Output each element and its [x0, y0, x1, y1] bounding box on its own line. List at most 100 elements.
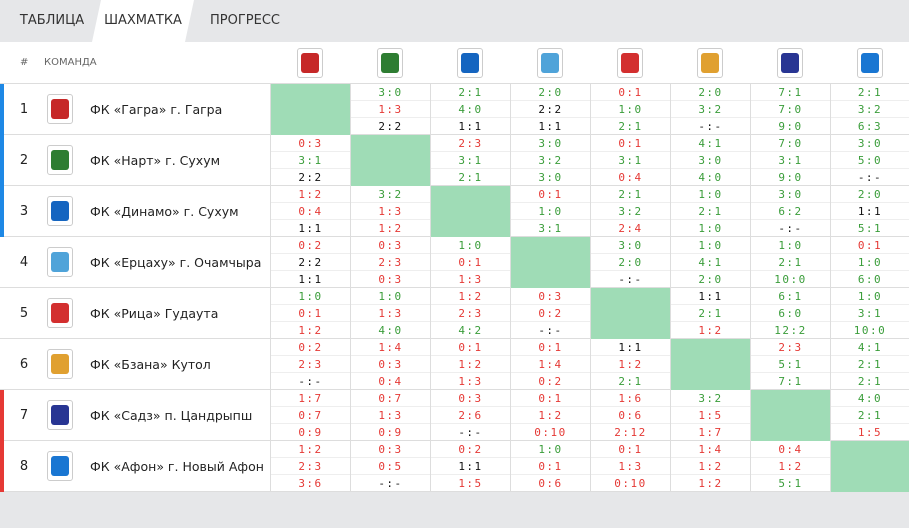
score: 0:9 — [378, 426, 403, 439]
score: 0:1 — [511, 458, 590, 475]
score: 0:1 — [591, 84, 670, 101]
team-logo — [47, 94, 73, 124]
team-name[interactable]: ФК «Афон» г. Новый Афон — [90, 459, 264, 474]
rank-header: # — [20, 57, 29, 68]
result-cell: 1:1 2:1 1:2 — [670, 288, 750, 339]
score: 3:2 — [671, 101, 750, 118]
score: 0:1 — [591, 441, 670, 458]
score: 0:4 — [618, 171, 643, 184]
logo-emblem — [701, 53, 719, 73]
logo-emblem — [51, 201, 69, 221]
score: 6:2 — [751, 203, 830, 220]
score: 2:2 — [511, 101, 590, 118]
score: 2:0 — [831, 186, 909, 203]
score: 3:1 — [431, 152, 510, 169]
diagonal-cell — [590, 288, 670, 339]
score: 3:0 — [671, 152, 750, 169]
score: 2:1 — [591, 186, 670, 203]
team-name[interactable]: ФК «Ерцаху» г. Очамчыра — [90, 255, 262, 270]
score: 6:1 — [751, 288, 830, 305]
tab-bar: ТАБЛИЦА ШАХМАТКА ПРОГРЕСС — [0, 0, 909, 42]
score: 1:1 — [458, 120, 483, 133]
score: 1:0 — [671, 237, 750, 254]
zone-stripe — [0, 135, 4, 186]
team-name[interactable]: ФК «Рица» Гудаута — [90, 306, 219, 321]
score: 1:3 — [351, 101, 430, 118]
result-cell: 0:1 1:2 0:10 — [510, 390, 590, 441]
score: 10:0 — [774, 273, 807, 286]
result-cell: 0:1 3:1 0:4 — [590, 135, 670, 186]
tab[interactable]: ПРОГРЕСС — [210, 13, 280, 28]
score: 2:1 — [751, 254, 830, 271]
score: 1:2 — [591, 356, 670, 373]
result-cell: 1:4 1:2 1:2 — [670, 441, 750, 492]
team-logo — [47, 196, 73, 226]
zone-stripe — [0, 390, 4, 441]
score: 0:10 — [614, 477, 647, 490]
score: 9:0 — [778, 171, 803, 184]
result-cell: 1:4 0:3 0:4 — [350, 339, 430, 390]
result-cell: 2:1 4:0 1:1 — [430, 84, 510, 135]
result-cell: 6:1 6:0 12:2 — [750, 288, 830, 339]
logo-emblem — [51, 99, 69, 119]
score: 3:2 — [831, 101, 909, 118]
team-name[interactable]: ФК «Гагра» г. Гагра — [90, 102, 223, 117]
score: 1:6 — [591, 390, 670, 407]
score: 3:2 — [591, 203, 670, 220]
result-cell: 2:0 1:1 5:1 — [830, 186, 909, 237]
team-logo — [377, 48, 403, 78]
score: 1:5 — [857, 426, 883, 439]
team-name[interactable]: ФК «Бзана» Кутол — [90, 357, 211, 372]
result-cell: 4:1 3:0 4:0 — [670, 135, 750, 186]
score: 1:4 — [671, 441, 750, 458]
tab[interactable]: ТАБЛИЦА — [19, 13, 85, 28]
rank: 2 — [19, 153, 29, 168]
score: 0:3 — [351, 441, 430, 458]
score: 0:3 — [351, 356, 430, 373]
score: 2:1 — [431, 84, 510, 101]
diagonal-cell — [670, 339, 750, 390]
team-name[interactable]: ФК «Динамо» г. Сухум — [90, 204, 239, 219]
result-cell: 1:6 0:6 2:12 — [590, 390, 670, 441]
team-name[interactable]: ФК «Нарт» г. Сухум — [90, 153, 221, 168]
header-row: # КОМАНДА — [0, 42, 909, 84]
result-cell: 1:7 0:7 0:9 — [270, 390, 350, 441]
diagonal-cell — [510, 237, 590, 288]
score: 2:0 — [671, 84, 750, 101]
score: 1:1 — [298, 222, 323, 235]
score: 1:0 — [431, 237, 510, 254]
score: 7:0 — [751, 101, 830, 118]
rank: 6 — [19, 357, 29, 372]
score: 3:2 — [671, 390, 750, 407]
score: 2:1 — [671, 305, 750, 322]
score: -:- — [778, 222, 803, 235]
team-row: 2 ФК «Нарт» г. Сухум 0:3 3:1 2:2 2:3 3:1 2:1 3:0… — [0, 135, 909, 186]
score: 12:2 — [774, 324, 807, 337]
team-logo — [47, 145, 73, 175]
result-cell: 2:1 3:2 6:3 — [830, 84, 909, 135]
result-cell: 0:3 0:5 -:- — [350, 441, 430, 492]
score: -:- — [618, 273, 643, 286]
diagonal-cell — [830, 441, 909, 492]
score: 7:0 — [751, 135, 830, 152]
score: 9:0 — [778, 120, 803, 133]
score: 2:1 — [458, 171, 483, 184]
score: 1:2 — [671, 458, 750, 475]
team-logo — [47, 247, 73, 277]
team-name[interactable]: ФК «Садз» п. Цандрыпш — [90, 408, 253, 423]
score: 1:2 — [298, 324, 323, 337]
logo-emblem — [861, 53, 879, 73]
score: 3:0 — [591, 237, 670, 254]
score: 1:0 — [751, 237, 830, 254]
team-row: 1 ФК «Гагра» г. Гагра 3:0 1:3 2:2 2:1 4:0 1:1 2:… — [0, 84, 909, 135]
result-cell: 1:2 2:3 4:2 — [430, 288, 510, 339]
score: 1:0 — [671, 186, 750, 203]
score: 1:0 — [511, 203, 590, 220]
score: 0:6 — [591, 407, 670, 424]
score: 1:4 — [351, 339, 430, 356]
rank: 8 — [19, 459, 29, 474]
score: 1:2 — [378, 222, 403, 235]
score: 1:0 — [271, 288, 350, 305]
score: 2:2 — [298, 171, 323, 184]
tab[interactable]: ШАХМАТКА — [92, 0, 194, 42]
